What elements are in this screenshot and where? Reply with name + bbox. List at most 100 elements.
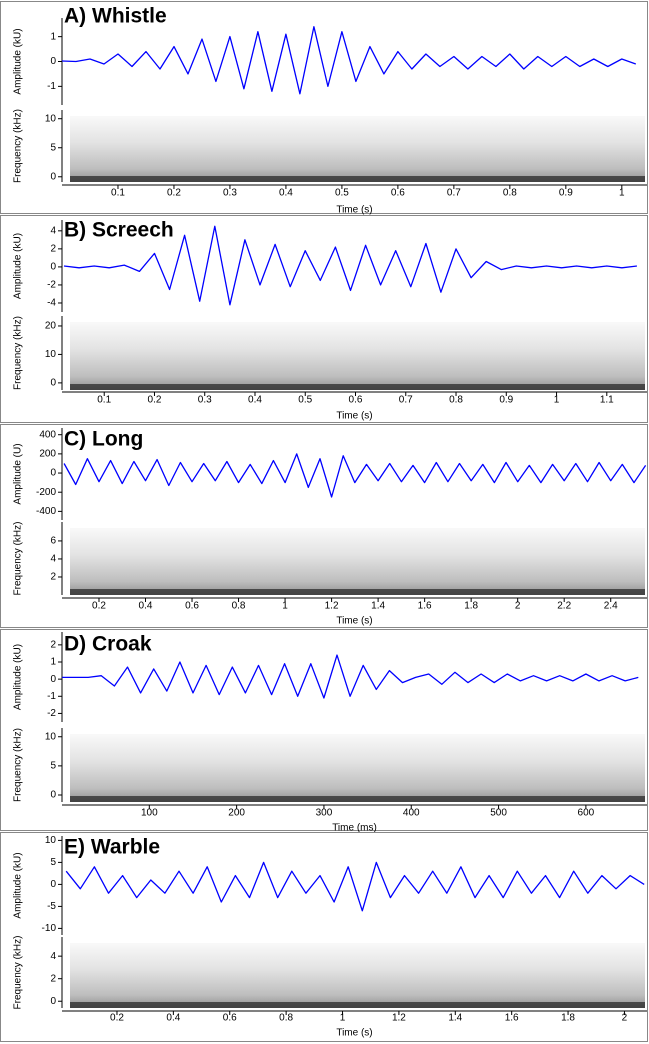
spectrogram-band bbox=[70, 1002, 645, 1008]
spectrogram-image bbox=[70, 528, 645, 595]
x-tick-label: 400 bbox=[403, 808, 420, 819]
x-tick-label: 0.2 bbox=[148, 395, 162, 406]
x-tick-label: 0.6 bbox=[185, 601, 199, 612]
x-tick-label: 2 bbox=[622, 1013, 628, 1024]
x-tick-label: 300 bbox=[316, 808, 333, 819]
waveform bbox=[61, 26, 637, 95]
spectrogram-band bbox=[70, 589, 645, 595]
spec-y-tick-label: 0 bbox=[50, 378, 56, 389]
spec-y-axis-label: Frequency (kHz) bbox=[13, 728, 24, 802]
y-tick-label: -2 bbox=[47, 708, 56, 719]
x-tick-label: 1 bbox=[554, 395, 560, 406]
x-tick-label: 0.5 bbox=[298, 395, 312, 406]
x-tick-label: 200 bbox=[228, 808, 245, 819]
x-tick-label: 0.1 bbox=[111, 188, 125, 199]
y-axis-label: Amplitude (U) bbox=[13, 443, 24, 504]
x-tick-label: 1.6 bbox=[418, 601, 432, 612]
x-tick-label: 0.4 bbox=[139, 601, 153, 612]
spec-y-tick-label: 0 bbox=[50, 996, 56, 1007]
spec-y-tick-label: 5 bbox=[50, 142, 56, 153]
spec-y-tick-label: 0 bbox=[50, 171, 56, 182]
panel-title: D) Croak bbox=[64, 633, 152, 656]
x-tick-label: 0.1 bbox=[97, 395, 111, 406]
x-tick-label: 1.2 bbox=[325, 601, 339, 612]
x-tick-label: 0.2 bbox=[110, 1013, 124, 1024]
y-tick-label: 0 bbox=[50, 56, 56, 67]
x-tick-label: 0.8 bbox=[279, 1013, 293, 1024]
x-tick-label: 0.5 bbox=[335, 188, 349, 199]
spec-y-tick-label: 5 bbox=[50, 761, 56, 772]
y-tick-label: -4 bbox=[47, 298, 56, 309]
y-tick-label: 200 bbox=[39, 449, 56, 460]
panel-border bbox=[0, 832, 648, 1042]
y-tick-label: -5 bbox=[47, 901, 56, 912]
x-tick-label: 0.8 bbox=[449, 395, 463, 406]
spec-y-axis-label: Frequency (kHz) bbox=[13, 936, 24, 1010]
x-tick-label: 0.4 bbox=[248, 395, 262, 406]
x-tick-label: 1.1 bbox=[600, 395, 614, 406]
y-tick-label: 0 bbox=[50, 468, 56, 479]
y-axis-label: Amplitude (kU) bbox=[13, 852, 24, 918]
spec-y-tick-label: 10 bbox=[45, 349, 57, 360]
spec-y-tick-label: 4 bbox=[50, 951, 56, 962]
x-tick-label: 0.7 bbox=[399, 395, 413, 406]
y-tick-label: -200 bbox=[36, 487, 56, 498]
panel-title: C) Long bbox=[64, 428, 143, 451]
x-tick-label: 1.6 bbox=[505, 1013, 519, 1024]
x-tick-label: 600 bbox=[578, 808, 595, 819]
waveform bbox=[62, 654, 639, 699]
spec-y-tick-label: 2 bbox=[50, 572, 56, 583]
y-tick-label: -2 bbox=[47, 280, 56, 291]
x-tick-label: 1 bbox=[282, 601, 288, 612]
spec-y-tick-label: 4 bbox=[50, 554, 56, 565]
waveform bbox=[63, 453, 647, 498]
panel-title: B) Screech bbox=[64, 219, 174, 242]
y-tick-label: 10 bbox=[45, 835, 57, 846]
y-tick-label: -1 bbox=[47, 81, 56, 92]
x-tick-label: 1.4 bbox=[448, 1013, 462, 1024]
x-tick-label: 0.2 bbox=[167, 188, 181, 199]
waveform bbox=[65, 861, 645, 912]
x-tick-label: 0.6 bbox=[349, 395, 363, 406]
x-tick-label: 1 bbox=[619, 188, 625, 199]
spec-y-tick-label: 6 bbox=[50, 536, 56, 547]
x-tick-label: 1 bbox=[340, 1013, 346, 1024]
x-tick-label: 2.4 bbox=[604, 601, 618, 612]
spec-y-axis-label: Frequency (kHz) bbox=[13, 316, 24, 390]
y-axis-label: Amplitude (kU) bbox=[13, 233, 24, 299]
x-tick-label: 2.2 bbox=[557, 601, 571, 612]
waveform bbox=[63, 225, 637, 306]
x-tick-label: 0.4 bbox=[166, 1013, 180, 1024]
spectrogram-image bbox=[70, 734, 645, 802]
y-tick-label: 2 bbox=[50, 639, 56, 650]
x-axis-label: Time (s) bbox=[336, 205, 372, 216]
x-axis-label: Time (s) bbox=[336, 1028, 372, 1039]
y-tick-label: 1 bbox=[50, 657, 56, 668]
y-tick-label: -1 bbox=[47, 691, 56, 702]
y-tick-label: 5 bbox=[50, 857, 56, 868]
spectrogram-image bbox=[70, 322, 645, 390]
spec-y-axis-label: Frequency (kHz) bbox=[13, 522, 24, 596]
x-tick-label: 1.2 bbox=[392, 1013, 406, 1024]
x-tick-label: 1.4 bbox=[371, 601, 385, 612]
y-tick-label: -400 bbox=[36, 506, 56, 517]
x-tick-label: 0.6 bbox=[391, 188, 405, 199]
x-tick-label: 0.3 bbox=[223, 188, 237, 199]
y-tick-label: 1 bbox=[50, 31, 56, 42]
spectrogram-band bbox=[70, 384, 645, 390]
x-axis-label: Time (s) bbox=[336, 616, 372, 627]
spectrogram-band bbox=[70, 176, 645, 182]
x-tick-label: 0.3 bbox=[198, 395, 212, 406]
spec-y-tick-label: 10 bbox=[45, 113, 57, 124]
y-tick-label: 0 bbox=[50, 262, 56, 273]
x-tick-label: 0.8 bbox=[232, 601, 246, 612]
x-tick-label: 0.9 bbox=[499, 395, 513, 406]
x-tick-label: 0.7 bbox=[447, 188, 461, 199]
panel-border bbox=[0, 629, 648, 831]
y-tick-label: 400 bbox=[39, 429, 56, 440]
x-axis-label: Time (s) bbox=[336, 411, 372, 422]
panel-border bbox=[0, 215, 648, 423]
x-tick-label: 1.8 bbox=[561, 1013, 575, 1024]
